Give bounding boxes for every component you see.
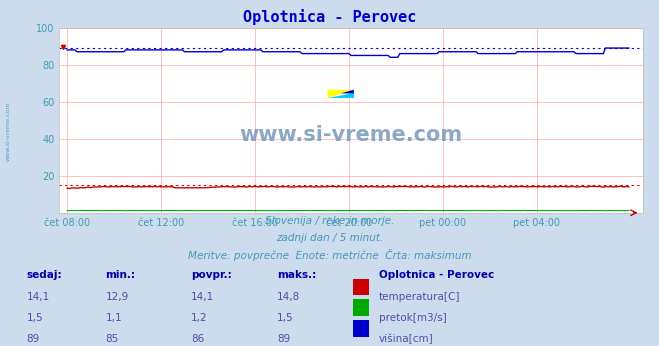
Text: 1,5: 1,5 <box>26 313 43 323</box>
Text: maks.:: maks.: <box>277 270 316 280</box>
Text: 1,1: 1,1 <box>105 313 122 323</box>
Text: pretok[m3/s]: pretok[m3/s] <box>379 313 447 323</box>
Polygon shape <box>328 90 354 98</box>
Text: www.si-vreme.com: www.si-vreme.com <box>239 125 463 145</box>
Polygon shape <box>341 90 354 93</box>
Text: 1,2: 1,2 <box>191 313 208 323</box>
Text: Oplotnica - Perovec: Oplotnica - Perovec <box>243 9 416 25</box>
Text: Meritve: povprečne  Enote: metrične  Črta: maksimum: Meritve: povprečne Enote: metrične Črta:… <box>188 249 471 262</box>
Text: zadnji dan / 5 minut.: zadnji dan / 5 minut. <box>276 233 383 243</box>
Text: 1,5: 1,5 <box>277 313 293 323</box>
Text: Slovenija / reke in morje.: Slovenija / reke in morje. <box>265 216 394 226</box>
Text: 85: 85 <box>105 334 119 344</box>
Text: 14,8: 14,8 <box>277 292 300 302</box>
Text: www.si-vreme.com: www.si-vreme.com <box>5 102 11 161</box>
Text: 86: 86 <box>191 334 204 344</box>
Text: Oplotnica - Perovec: Oplotnica - Perovec <box>379 270 494 280</box>
Text: 89: 89 <box>26 334 40 344</box>
Text: 12,9: 12,9 <box>105 292 129 302</box>
Text: povpr.:: povpr.: <box>191 270 232 280</box>
Text: sedaj:: sedaj: <box>26 270 62 280</box>
Text: 14,1: 14,1 <box>191 292 214 302</box>
Text: 89: 89 <box>277 334 290 344</box>
Text: temperatura[C]: temperatura[C] <box>379 292 461 302</box>
Text: 14,1: 14,1 <box>26 292 49 302</box>
Text: min.:: min.: <box>105 270 136 280</box>
Polygon shape <box>328 93 354 98</box>
Text: višina[cm]: višina[cm] <box>379 334 434 344</box>
